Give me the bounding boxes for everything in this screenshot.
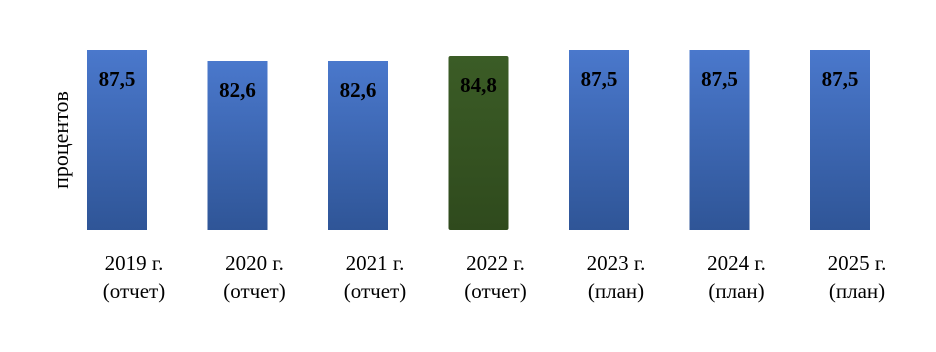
data-label-0: 87,5 — [99, 67, 136, 91]
x-tick-label-1: 2020 г. (отчет) — [223, 251, 285, 303]
x-tick-line-3-1: (отчет) — [464, 279, 526, 303]
x-tick-line-3-0: 2022 г. — [466, 251, 525, 275]
bar-1 — [207, 61, 268, 230]
x-tick-line-4-0: 2023 г. — [587, 251, 646, 275]
x-tick-line-1-1: (отчет) — [223, 279, 285, 303]
x-tick-line-1-0: 2020 г. — [225, 251, 284, 275]
bar-5 — [689, 50, 750, 230]
data-label-1: 82,6 — [219, 78, 256, 102]
bar-3 — [448, 56, 509, 231]
x-tick-line-5-0: 2024 г. — [707, 251, 766, 275]
data-label-3: 84,8 — [460, 73, 497, 97]
data-label-4: 87,5 — [581, 67, 618, 91]
data-label-5: 87,5 — [701, 67, 738, 91]
data-labels-group: 87,5 82,6 82,6 84,8 87,5 87,5 87,5 — [99, 67, 859, 102]
x-tick-line-4-1: (план) — [588, 279, 644, 303]
bar-6 — [810, 50, 870, 230]
data-label-6: 87,5 — [822, 67, 859, 91]
data-label-2: 82,6 — [340, 78, 377, 102]
bar-0 — [87, 50, 147, 230]
x-tick-label-4: 2023 г. (план) — [587, 251, 646, 303]
x-tick-label-3: 2022 г. (отчет) — [464, 251, 526, 303]
x-tick-line-6-0: 2025 г. — [828, 251, 887, 275]
x-tick-line-2-1: (отчет) — [344, 279, 406, 303]
x-tick-line-0-0: 2019 г. — [105, 251, 164, 275]
x-tick-labels-group: 2019 г. (отчет) 2020 г. (отчет) 2021 г. (отче… — [103, 251, 887, 303]
y-axis-label: процентов — [48, 91, 73, 189]
x-tick-label-5: 2024 г. (план) — [707, 251, 766, 303]
x-tick-line-2-0: 2021 г. — [346, 251, 405, 275]
x-tick-label-2: 2021 г. (отчет) — [344, 251, 406, 303]
x-tick-line-0-1: (отчет) — [103, 279, 165, 303]
x-tick-label-6: 2025 г. (план) — [828, 251, 887, 303]
bar-4 — [569, 50, 629, 230]
bars-group — [87, 50, 870, 231]
x-tick-label-0: 2019 г. (отчет) — [103, 251, 165, 303]
bar-2 — [328, 61, 388, 230]
x-tick-line-6-1: (план) — [829, 279, 885, 303]
x-tick-line-5-1: (план) — [708, 279, 764, 303]
